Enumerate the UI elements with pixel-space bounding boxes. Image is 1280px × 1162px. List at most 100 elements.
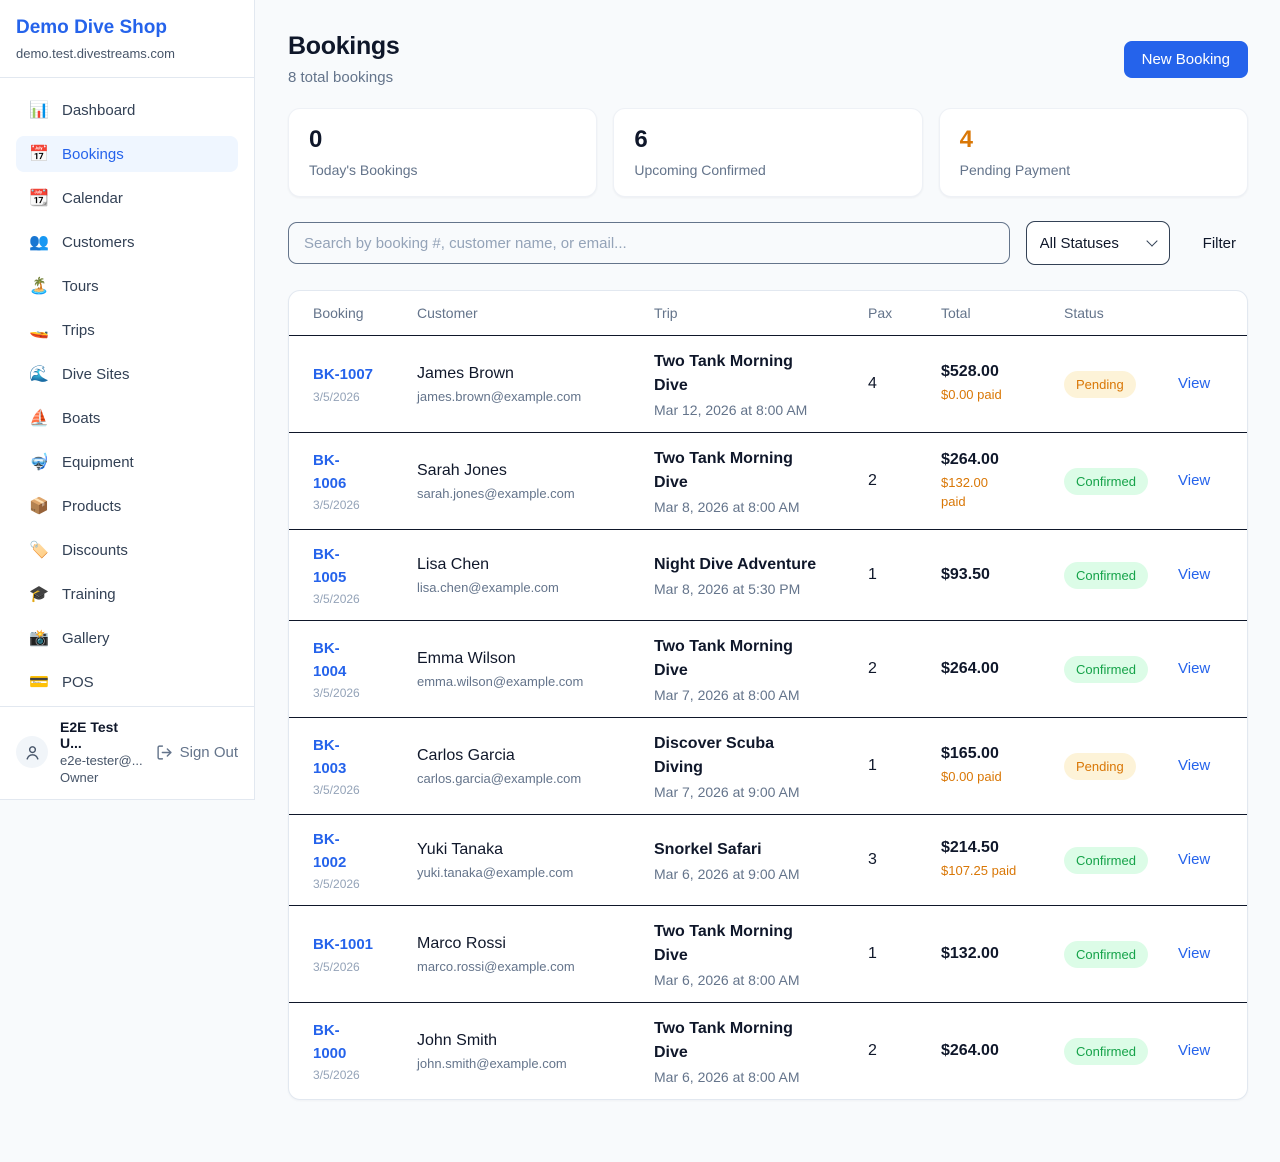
booking-date: 3/5/2026 [313,959,360,974]
col-header-status: Status [1048,291,1162,336]
trip-datetime: Mar 7, 2026 at 8:00 AM [654,687,800,703]
view-link[interactable]: View [1178,945,1211,962]
sidebar-item-label: Products [62,497,122,515]
table-row: BK-1007 3/5/2026 James Brown james.brown… [289,336,1247,433]
view-link[interactable]: View [1178,566,1211,583]
booking-id-link[interactable]: BK- 1003 [313,737,347,777]
booking-date: 3/5/2026 [313,686,360,700]
status-badge: Pending [1064,752,1136,780]
booking-id-link[interactable]: BK- 1002 [313,831,347,871]
new-booking-button[interactable]: New Booking [1123,40,1248,78]
pax-count: 2 [868,1042,877,1059]
stat-label: Pending Payment [959,162,1071,178]
booking-id-link[interactable]: BK- 1005 [313,546,347,586]
sidebar-item-training[interactable]: 🎓 Training [16,576,238,612]
products-icon: 📦 [29,498,49,515]
status-badge: Confirmed [1064,846,1148,874]
total-amount: $264.00 [941,660,999,677]
view-link[interactable]: View [1178,851,1211,868]
col-header-trip: Trip [638,291,852,336]
sidebar-item-pos[interactable]: 💳 POS [16,664,238,700]
booking-id-link[interactable]: BK- 1000 [313,1022,347,1062]
status-filter-select[interactable]: All Statuses [1025,221,1170,265]
pax-count: 3 [868,851,877,868]
status-badge: Confirmed [1064,1037,1148,1065]
booking-id-link[interactable]: BK- 1004 [313,640,347,680]
table-row: BK-1001 3/5/2026 Marco Rossi marco.rossi… [289,905,1247,1003]
customer-email: yuki.tanaka@example.com [417,864,574,880]
person-icon [25,745,39,760]
sign-out-button[interactable]: Sign Out [156,744,238,761]
sidebar-item-label: Tours [62,277,99,295]
pax-count: 1 [868,757,877,774]
trip-datetime: Mar 6, 2026 at 8:00 AM [654,972,800,988]
user-email: e2e-tester@... [60,753,143,768]
view-link[interactable]: View [1178,472,1211,489]
user-role: Owner [60,770,99,785]
view-link[interactable]: View [1178,375,1211,392]
total-amount: $264.00 [941,450,999,468]
sidebar-item-label: Customers [62,233,135,251]
sidebar-item-label: Discounts [62,541,128,559]
pax-count: 4 [868,375,877,392]
search-input[interactable] [288,222,1010,264]
pos-icon: 💳 [29,674,49,691]
page-title-block: Bookings 8 total bookings [288,32,400,86]
sidebar-item-products[interactable]: 📦 Products [16,488,238,524]
table-body: BK-1007 3/5/2026 James Brown james.brown… [289,336,1247,1099]
sidebar-item-calendar[interactable]: 📆 Calendar [16,180,238,216]
sidebar-item-trips[interactable]: 🚤 Trips [16,312,238,348]
customer-name: Sarah Jones [417,461,507,479]
trip-name: Discover Scuba Diving [654,735,775,776]
trips-icon: 🚤 [29,322,49,339]
col-header-total: Total [925,291,1048,336]
trip-name: Two Tank Morning Dive [654,923,793,964]
sidebar-item-customers[interactable]: 👥 Customers [16,224,238,260]
view-link[interactable]: View [1178,757,1211,774]
gallery-icon: 📸 [29,630,49,647]
table-row: BK- 1005 3/5/2026 Lisa Chen lisa.chen@ex… [289,529,1247,621]
booking-date: 3/5/2026 [313,783,360,797]
sidebar-item-label: Boats [62,409,101,427]
pax-count: 1 [868,945,877,962]
view-link[interactable]: View [1178,1042,1211,1059]
total-amount: $264.00 [941,1042,999,1059]
trip-name: Two Tank Morning Dive [654,1020,793,1061]
sidebar-item-gallery[interactable]: 📸 Gallery [16,620,238,656]
status-badge: Confirmed [1064,655,1148,683]
stats-row: 0 Today's Bookings 6 Upcoming Confirmed … [288,108,1248,197]
customer-name: Marco Rossi [417,934,506,952]
filter-bar: All Statuses Filter [288,221,1248,265]
col-header-customer: Customer [401,291,638,336]
sidebar-item-dive-sites[interactable]: 🌊 Dive Sites [16,356,238,392]
filter-button[interactable]: Filter [1202,234,1236,252]
sidebar-item-bookings[interactable]: 📅 Bookings [16,136,238,172]
tours-icon: 🏝️ [29,278,49,295]
training-icon: 🎓 [29,586,49,603]
avatar [16,736,48,768]
sidebar-item-tours[interactable]: 🏝️ Tours [16,268,238,304]
booking-id-link[interactable]: BK-1007 [313,366,374,384]
customer-email: sarah.jones@example.com [417,485,575,501]
trip-name: Two Tank Morning Dive [654,638,793,679]
pax-count: 2 [868,660,877,677]
page-header: Bookings 8 total bookings New Booking [288,32,1248,86]
stat-value: 0 [309,126,323,153]
stat-label: Upcoming Confirmed [634,162,766,178]
trip-datetime: Mar 8, 2026 at 8:00 AM [654,499,800,515]
sidebar-item-dashboard[interactable]: 📊 Dashboard [16,92,238,128]
sidebar-item-discounts[interactable]: 🏷️ Discounts [16,532,238,568]
booking-id-link[interactable]: BK- 1006 [313,452,347,492]
boats-icon: ⛵ [29,410,49,427]
view-link[interactable]: View [1178,660,1211,677]
booking-date: 3/5/2026 [313,1068,360,1082]
stat-value: 4 [959,126,974,153]
stat-label: Today's Bookings [309,162,418,178]
booking-id-link[interactable]: BK-1001 [313,936,374,954]
col-header-action [1162,291,1247,336]
trip-datetime: Mar 6, 2026 at 9:00 AM [654,866,800,882]
bookings-table: Booking Customer Trip Pax Total Status B… [289,291,1247,1099]
sidebar-item-equipment[interactable]: 🤿 Equipment [16,444,238,480]
sidebar-item-boats[interactable]: ⛵ Boats [16,400,238,436]
customer-name: Yuki Tanaka [417,840,503,858]
